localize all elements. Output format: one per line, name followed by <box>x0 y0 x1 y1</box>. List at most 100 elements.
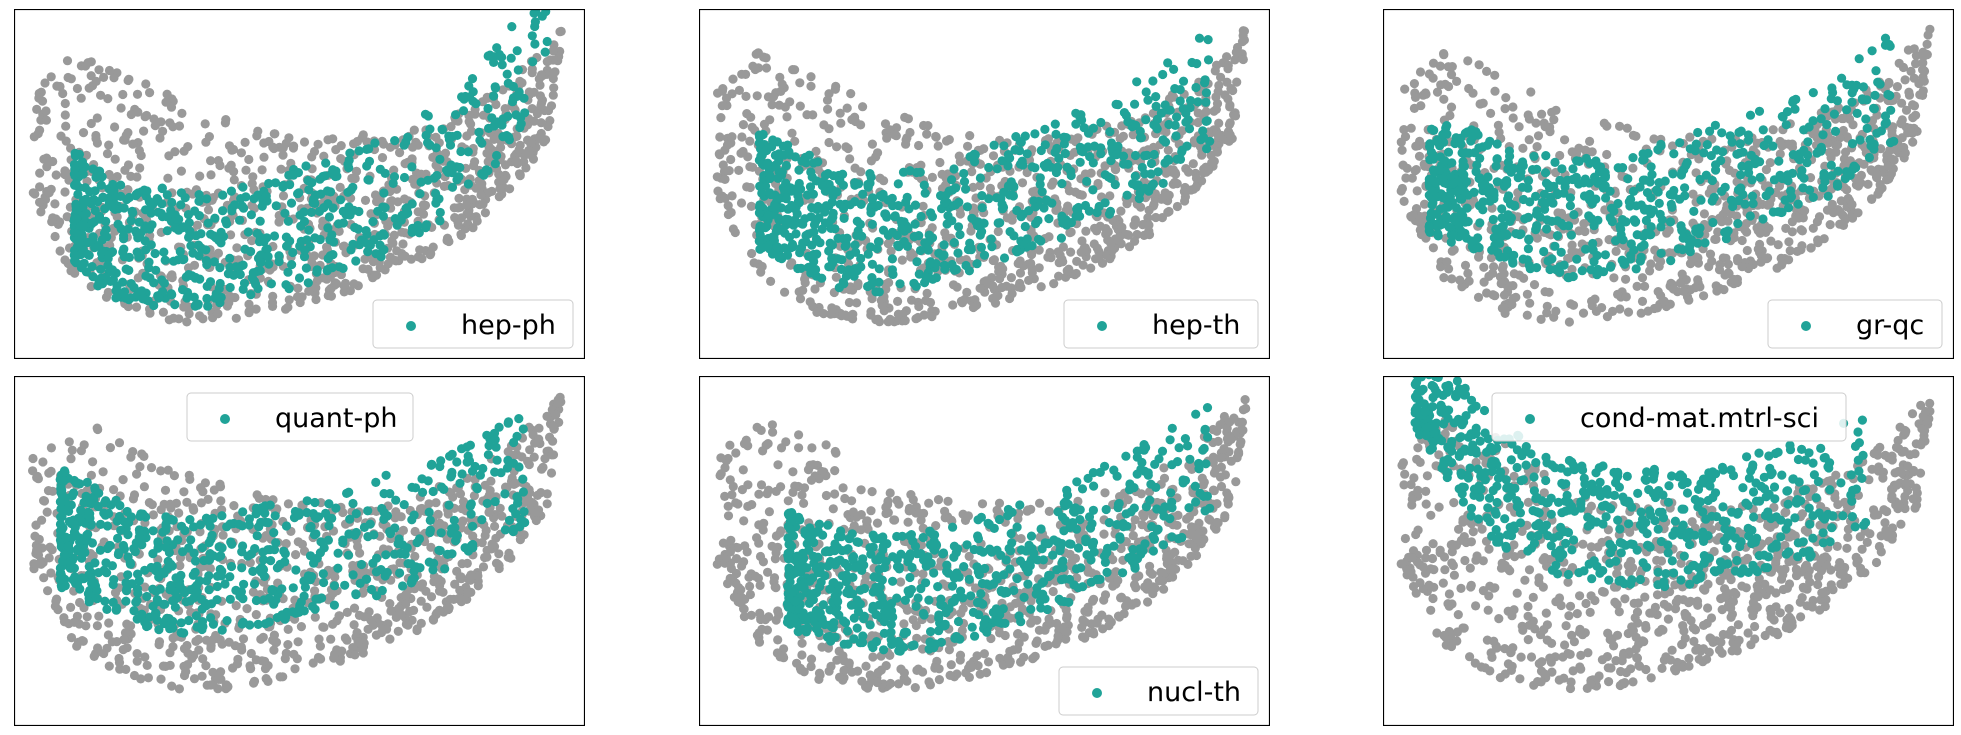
series-point <box>863 179 873 190</box>
data-point <box>407 227 417 237</box>
background-point <box>425 250 435 260</box>
background-point <box>927 172 937 182</box>
background-point <box>431 132 441 142</box>
background-point <box>500 104 510 114</box>
series-point <box>294 188 304 198</box>
series-point <box>262 244 272 254</box>
series-point <box>1750 154 1760 164</box>
background-point <box>800 274 810 284</box>
background-point <box>297 292 307 302</box>
series-point <box>1565 193 1575 203</box>
series-point <box>451 110 461 120</box>
background-point <box>299 137 310 147</box>
background-point <box>795 78 805 88</box>
background-point <box>132 89 143 99</box>
series-point <box>940 198 950 208</box>
scatter-panel-4: quant-ph <box>14 376 585 726</box>
background-point <box>727 132 737 142</box>
background-point <box>1407 173 1417 183</box>
series-point <box>1468 132 1478 142</box>
series-point <box>1685 247 1695 257</box>
background-point <box>1637 273 1648 283</box>
background-point <box>1402 163 1412 173</box>
background-point <box>858 102 868 112</box>
series-point <box>966 243 976 253</box>
background-point <box>1493 120 1503 130</box>
series-point <box>390 136 400 146</box>
series-point <box>938 251 948 261</box>
background-point <box>782 112 792 122</box>
background-point <box>1765 158 1775 168</box>
series-point <box>236 194 246 204</box>
series-point <box>194 211 204 221</box>
background-point <box>110 154 120 164</box>
series-point <box>81 209 91 219</box>
background-point <box>835 108 845 118</box>
background-point <box>802 110 812 120</box>
series-point <box>1876 126 1886 136</box>
background-point <box>1524 135 1534 145</box>
series-point <box>1581 153 1591 164</box>
series-point <box>1823 191 1833 201</box>
background-point <box>548 69 558 79</box>
series-point <box>153 207 163 217</box>
background-point <box>988 281 998 291</box>
series-point <box>1106 156 1116 166</box>
background-point <box>268 301 278 311</box>
background-point <box>1049 279 1059 289</box>
background-point <box>873 314 883 324</box>
series-point <box>327 230 337 240</box>
series-point <box>169 256 179 266</box>
series-point <box>820 170 831 180</box>
series-point <box>1517 182 1527 192</box>
series-point <box>1194 33 1205 43</box>
background-point <box>1529 280 1540 290</box>
series-point <box>152 194 162 204</box>
background-point <box>1436 80 1446 90</box>
series-point <box>1822 120 1832 130</box>
background-point <box>99 72 109 82</box>
series-point <box>274 256 284 267</box>
series-point <box>238 260 248 270</box>
series-point <box>977 203 987 213</box>
background-point <box>259 152 269 162</box>
series-point <box>1163 58 1173 68</box>
series-point <box>1531 209 1542 219</box>
background-point <box>931 132 941 142</box>
background-point <box>1690 283 1700 293</box>
series-point <box>528 57 538 67</box>
series-point <box>920 188 930 198</box>
background-point <box>1203 165 1214 175</box>
series-point <box>912 257 922 267</box>
series-point <box>902 241 913 251</box>
series-point <box>1158 69 1168 80</box>
series-point <box>1829 109 1839 119</box>
background-point <box>1908 137 1918 147</box>
background-point <box>231 601 241 611</box>
series-point <box>1539 189 1549 199</box>
background-point <box>1536 314 1546 324</box>
series-point <box>1600 181 1610 191</box>
background-point <box>183 142 193 152</box>
series-point <box>827 240 837 250</box>
series-point <box>146 240 156 250</box>
series-point <box>1707 196 1717 206</box>
background-point <box>1446 70 1457 80</box>
series-point <box>888 269 898 279</box>
series-point <box>1782 107 1793 117</box>
series-point <box>1725 131 1735 141</box>
background-point <box>1191 182 1201 192</box>
background-point <box>914 301 924 312</box>
background-point <box>866 156 876 166</box>
background-point <box>1415 67 1426 77</box>
background-point <box>1609 273 1619 283</box>
series-point <box>856 253 866 264</box>
series-point <box>540 47 550 57</box>
background-point <box>224 141 235 151</box>
series-point <box>166 205 176 215</box>
series-point <box>299 207 309 217</box>
series-point <box>1695 174 1705 185</box>
background-point <box>756 267 766 277</box>
series-point <box>502 131 512 141</box>
series-point <box>248 268 258 278</box>
